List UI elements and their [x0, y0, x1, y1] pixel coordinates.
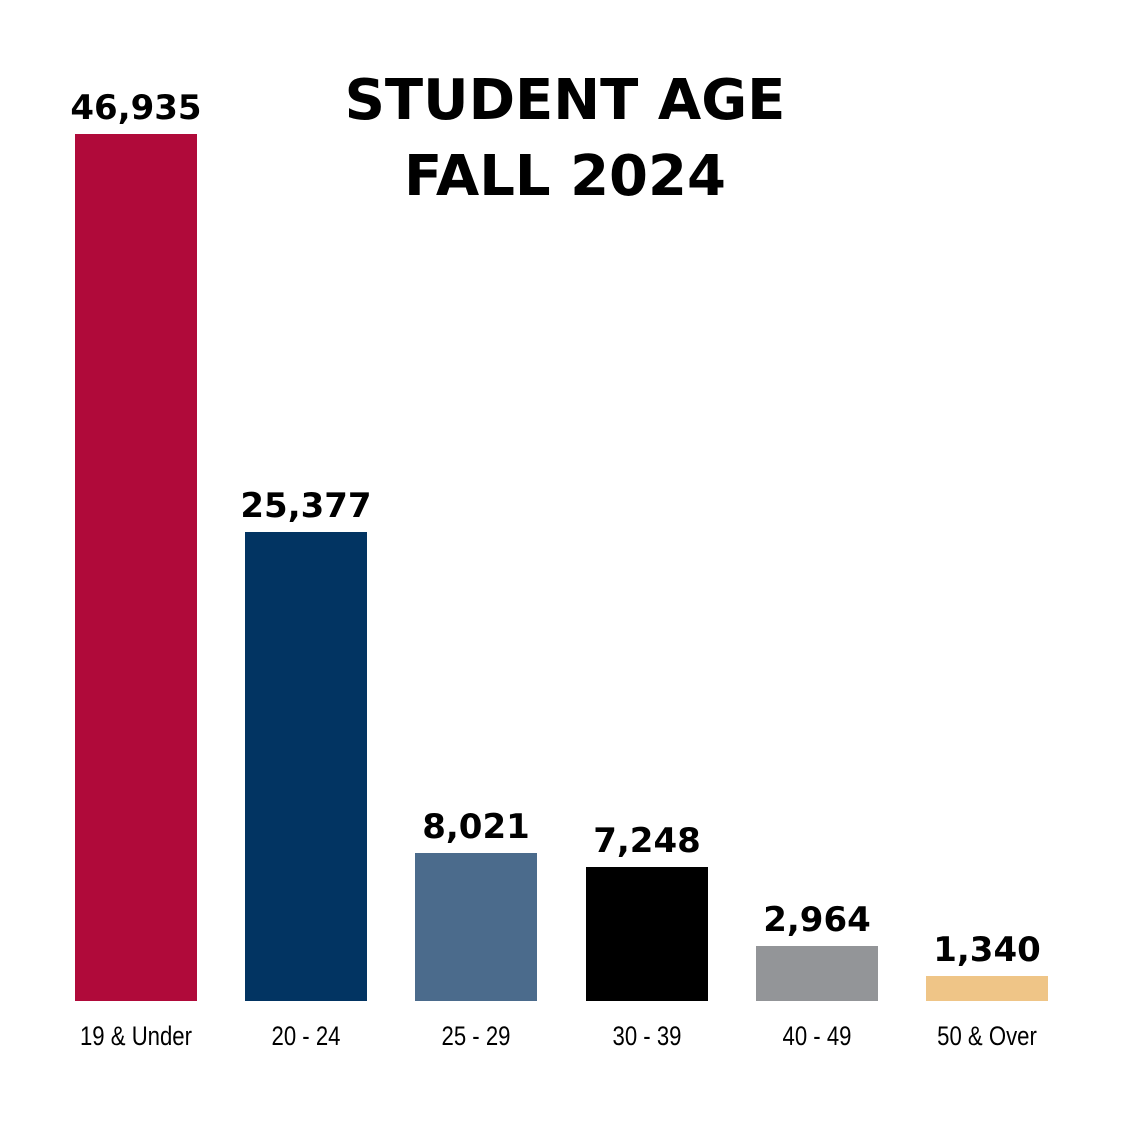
- category-label: 40 - 49: [782, 1021, 852, 1051]
- bar-value-label: 46,935: [70, 88, 202, 128]
- category-label: 50 & Over: [937, 1021, 1037, 1051]
- bar-value-label: 7,248: [593, 821, 701, 861]
- category-label: 30 - 39: [612, 1021, 682, 1051]
- bar-0: [75, 134, 197, 1001]
- chart-title-line-1: STUDENT AGE: [344, 68, 786, 133]
- bar-value-label: 1,340: [933, 930, 1041, 970]
- category-label: 20 - 24: [271, 1021, 341, 1051]
- category-label: 25 - 29: [441, 1021, 511, 1051]
- bar-value-label: 25,377: [240, 486, 372, 526]
- bar-value-label: 8,021: [422, 807, 530, 847]
- bar-3: [586, 867, 708, 1001]
- category-label: 19 & Under: [79, 1021, 193, 1051]
- bar-2: [415, 853, 537, 1001]
- bar-value-label: 2,964: [763, 900, 871, 940]
- bar-4: [756, 946, 878, 1001]
- bar-5: [926, 976, 1048, 1001]
- bar-1: [245, 532, 367, 1001]
- chart-title-line-2: FALL 2024: [404, 144, 726, 209]
